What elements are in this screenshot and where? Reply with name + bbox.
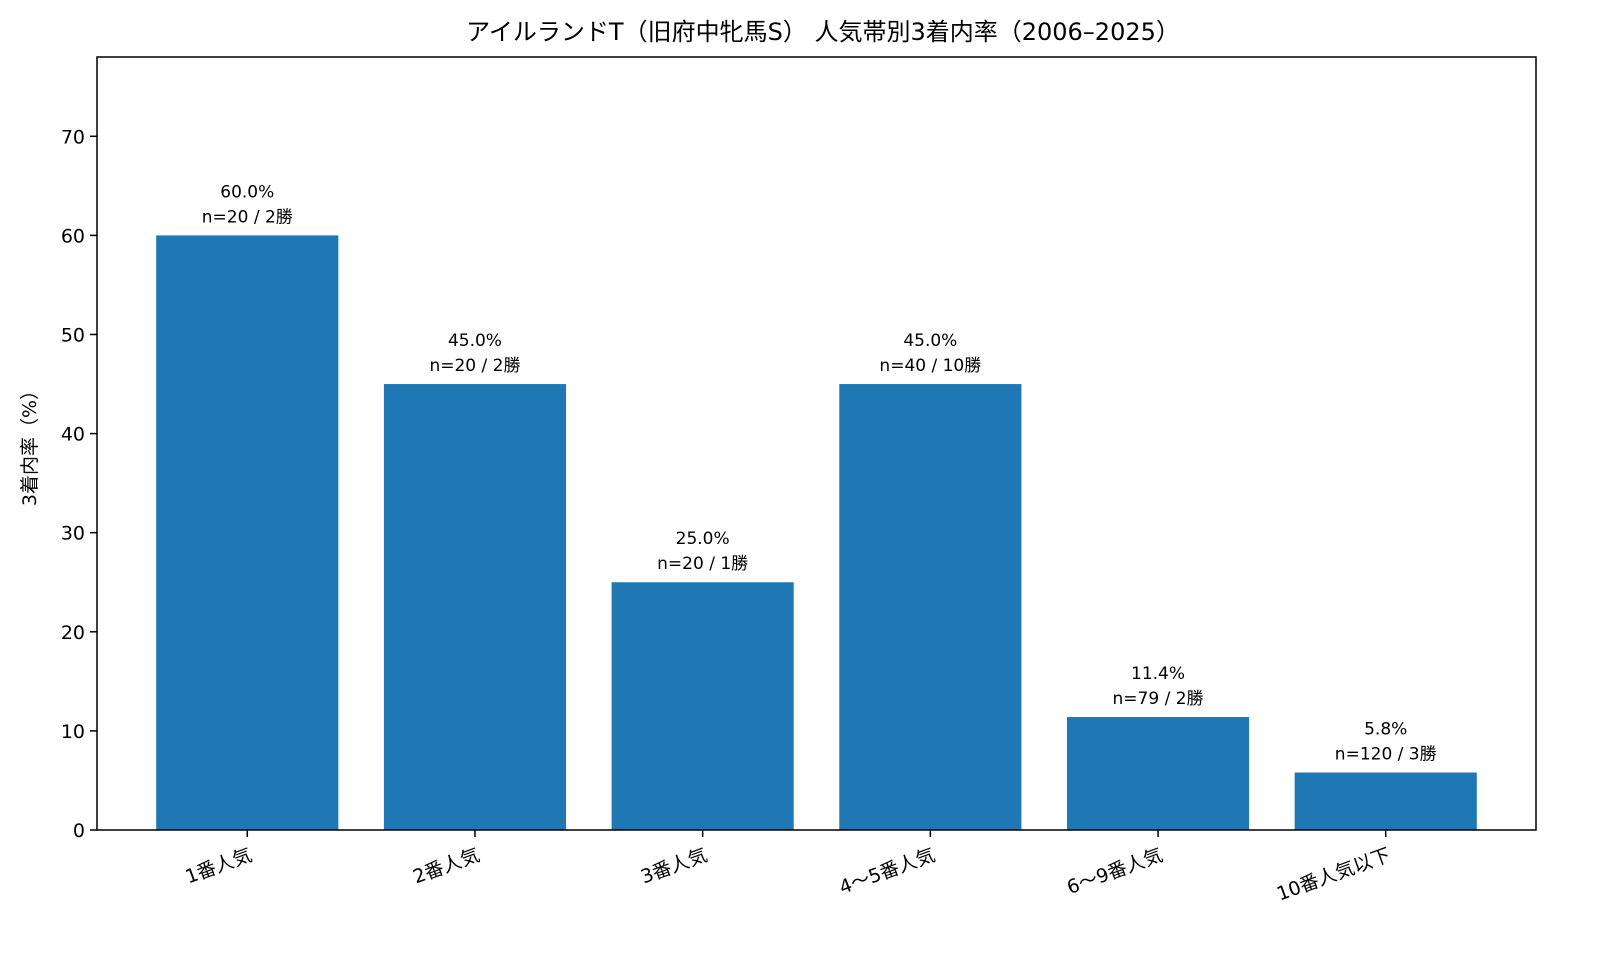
y-tick-label: 70	[61, 126, 85, 148]
bar-5	[1066, 717, 1250, 830]
chart-title: アイルランドT（旧府中牝馬S） 人気帯別3着内率（2006–2025）	[466, 18, 1180, 46]
bar-count-label: n=40 / 10勝	[879, 356, 981, 376]
y-tick-label: 60	[61, 225, 85, 247]
bar-count-label: n=20 / 2勝	[202, 207, 293, 227]
bar-2	[383, 384, 567, 830]
y-axis-label: 3着内率（%）	[19, 381, 41, 506]
bar-6	[1294, 772, 1477, 830]
y-axis: 0 10 20 30 40 50 60 70	[61, 126, 97, 842]
y-tick-label: 40	[61, 424, 85, 446]
axes-frame	[96, 56, 1537, 831]
bar-4	[839, 384, 1022, 830]
bar-value-label: 60.0%	[220, 182, 274, 202]
bar-value-label: 25.0%	[676, 529, 730, 549]
bar-count-label: n=20 / 1勝	[657, 554, 748, 574]
bar-labels-group: 60.0% n=20 / 2勝 45.0% n=20 / 2勝 25.0% n=20 / …	[202, 182, 1437, 764]
y-tick-label: 30	[61, 523, 85, 545]
bar-count-label: n=120 / 3勝	[1335, 745, 1437, 765]
bar-3	[611, 582, 794, 830]
bar-value-label: 11.4%	[1131, 664, 1185, 684]
bar-count-label: n=79 / 2勝	[1113, 689, 1204, 709]
y-tick-label: 20	[61, 622, 85, 644]
y-tick-label: 50	[61, 324, 85, 346]
bar-value-label: 5.8%	[1364, 720, 1407, 740]
bar-count-label: n=20 / 2勝	[429, 356, 520, 376]
bar-value-label: 45.0%	[903, 331, 957, 351]
bar-1	[156, 235, 339, 830]
bars-group	[156, 235, 1477, 830]
bar-value-label: 45.0%	[448, 331, 502, 351]
y-tick-label: 10	[61, 721, 85, 743]
plot-area: 60.0% n=20 / 2勝 45.0% n=20 / 2勝 25.0% n=20 / …	[61, 56, 1537, 905]
y-tick-label: 0	[73, 820, 85, 842]
